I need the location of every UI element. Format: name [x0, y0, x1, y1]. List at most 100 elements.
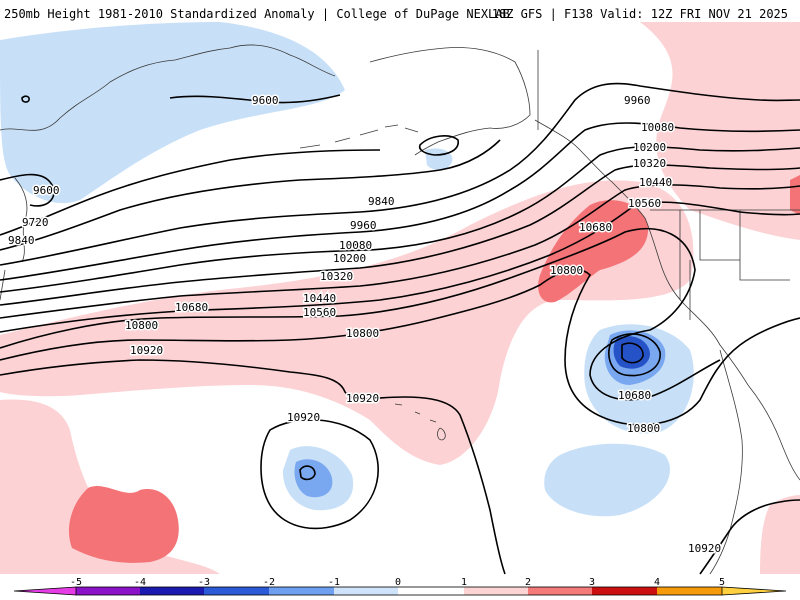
- contour-label: 9840: [8, 234, 35, 247]
- contour-label: 10680: [579, 221, 612, 234]
- contour-hawaii-low-center: [299, 465, 316, 481]
- contour-10920-hawaii-ring: [260, 418, 379, 530]
- contour-label: 10800: [550, 264, 583, 277]
- colorbar: [13, 586, 787, 596]
- contour-label: 10920: [287, 411, 320, 424]
- contour-label: 10800: [627, 422, 660, 435]
- colorbar-tick-label: 1: [460, 577, 468, 588]
- contour-labels: 9600 9600 9720 9840 9840 9960 10080 1020…: [7, 93, 723, 557]
- colorbar-arrow-outline: [721, 586, 787, 596]
- contour-label: 10200: [333, 252, 366, 265]
- contour-label: 10920: [346, 392, 379, 405]
- anomaly-shading: [0, 21, 800, 574]
- contour-label: 9600: [33, 184, 60, 197]
- contour-label: 10200: [633, 141, 666, 154]
- contour-label: 9960: [624, 94, 651, 107]
- negative-anomaly-north-pacific: [0, 22, 345, 204]
- island-hawaii: [394, 403, 446, 441]
- contour-label: 10560: [628, 197, 661, 210]
- contour-label: 10320: [633, 157, 666, 170]
- contour-label: 10440: [639, 176, 672, 189]
- map-title: 250mb Height 1981-2010 Standardized Anom…: [4, 7, 510, 21]
- coastline-us-west: [644, 217, 749, 386]
- colorbar-tick-label: -2: [262, 577, 276, 588]
- colorbar-tick-label: -5: [69, 577, 83, 588]
- contour-10200: [0, 145, 800, 293]
- contour-label: 10560: [303, 306, 336, 319]
- model-valid-time: 18Z GFS | F138 Valid: 12Z FRI NOV 21 202…: [491, 7, 788, 21]
- negative-anomaly-south-ring: [544, 443, 670, 517]
- colorbar-segment: [657, 587, 722, 595]
- colorbar-segment: [140, 587, 204, 595]
- contour-label: 10320: [320, 270, 353, 283]
- colorbar-right-arrow: [722, 587, 786, 595]
- height-contours: [0, 82, 800, 575]
- coastline-kuril-islands: [0, 269, 6, 301]
- colorbar-segment: [528, 587, 592, 595]
- contour-label: 10080: [641, 121, 674, 134]
- contour-10440: [0, 184, 800, 319]
- contour-southeast-10920: [699, 499, 800, 575]
- coastline-kamchatka: [14, 177, 28, 263]
- negative-anomaly-hawaii-low-core: [294, 459, 333, 498]
- header-bar: 250mb Height 1981-2010 Standardized Anom…: [0, 0, 800, 22]
- contour-10800: [0, 269, 800, 426]
- contour-label: 10680: [618, 389, 651, 402]
- geography-outlines: [0, 44, 800, 575]
- contour-label: 10680: [175, 301, 208, 314]
- contour-label: 10920: [688, 542, 721, 555]
- colorbar-left-arrow: [14, 587, 76, 595]
- colorbar-tick-label: -1: [327, 577, 341, 588]
- strong-positive-anomaly-tropics: [68, 486, 179, 563]
- contour-9600-west: [0, 173, 55, 207]
- coastline-alaska: [369, 47, 531, 156]
- colorbar-segment: [76, 587, 140, 595]
- colorbar-segment: [592, 587, 657, 595]
- positive-anomaly-southeast: [760, 495, 800, 574]
- positive-anomaly-band: [0, 180, 694, 465]
- contour-label: 9600: [252, 94, 279, 107]
- colorbar-segment: [204, 587, 269, 595]
- contour-label: 10080: [339, 239, 372, 252]
- coastline-british-columbia: [534, 119, 646, 219]
- contour-10320: [0, 164, 800, 306]
- state-borders: [679, 210, 790, 320]
- coastline-aleutians: [299, 124, 419, 149]
- contour-cutoff-low-inner: [608, 333, 661, 377]
- colorbar-tick-label: 5: [718, 577, 726, 588]
- colorbar-tick-label: -3: [197, 577, 211, 588]
- contour-9720: [0, 149, 381, 236]
- contour-9600-north: [169, 94, 341, 104]
- coastline-baja-mexico: [709, 349, 800, 575]
- contour-label: 10920: [130, 344, 163, 357]
- contour-gulf-alaska-low: [418, 135, 459, 156]
- colorbar-outline: [75, 586, 723, 596]
- contour-9960: [0, 82, 800, 266]
- strong-positive-anomaly-canada: [790, 175, 800, 215]
- contour-label: 10800: [125, 319, 158, 332]
- colorbar-tick-label: 3: [588, 577, 596, 588]
- colorbar-tick-label: 0: [394, 577, 402, 588]
- positive-anomaly-southwest: [0, 399, 220, 574]
- coastline-siberia: [0, 44, 336, 131]
- contour-9840: [0, 139, 501, 251]
- contour-10920: [0, 359, 506, 575]
- colorbar-segment: [269, 587, 334, 595]
- contour-label: 10440: [303, 292, 336, 305]
- contour-label: 9720: [22, 216, 49, 229]
- colorbar-tick-label: -4: [133, 577, 147, 588]
- colorbar-tick-label: 4: [653, 577, 661, 588]
- contour-10560: [0, 201, 800, 333]
- contour-siberia-small-low: [21, 95, 30, 103]
- colorbar-segment: [398, 587, 464, 595]
- colorbar-segment: [334, 587, 398, 595]
- contour-label: 9960: [350, 219, 377, 232]
- contour-10080: [0, 122, 800, 281]
- colorbar-segment: [464, 587, 528, 595]
- contour-cutoff-low-center: [621, 342, 644, 364]
- strong-positive-anomaly-coast: [538, 200, 649, 303]
- colorbar-arrow-outline: [13, 586, 77, 596]
- contour-label: 10800: [346, 327, 379, 340]
- contour-label: 9840: [368, 195, 395, 208]
